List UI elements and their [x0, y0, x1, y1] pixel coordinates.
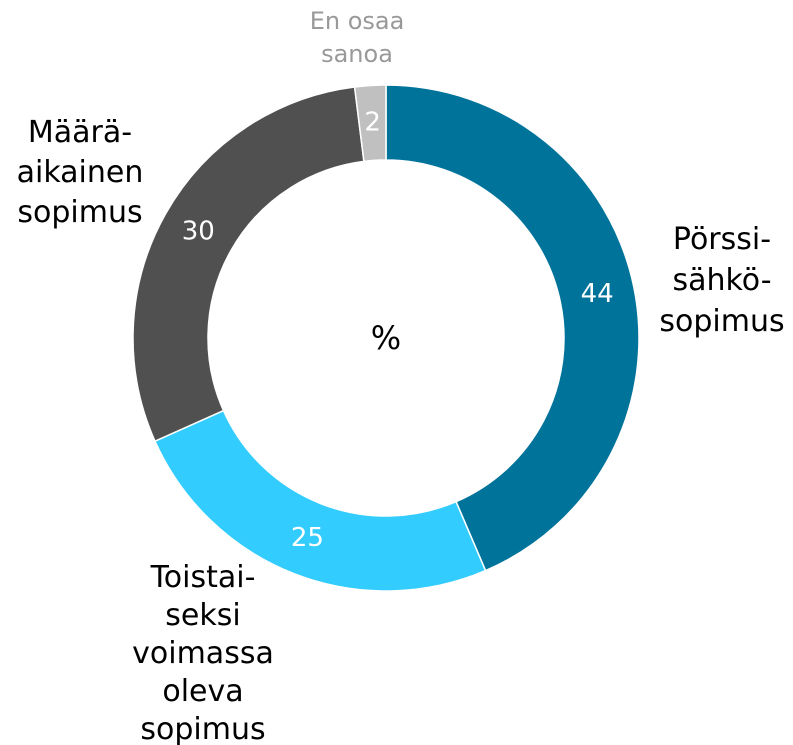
- category-label-line: sopimus: [140, 712, 265, 745]
- data-label: 30: [182, 217, 215, 247]
- donut-slice: [153, 409, 487, 592]
- donut-slice: [132, 86, 365, 443]
- donut-slice: [353, 84, 387, 163]
- donut-slice: [385, 84, 640, 572]
- category-label-line: sanoa: [321, 40, 393, 68]
- data-label: 2: [364, 107, 381, 137]
- category-label-line: sopimus: [17, 195, 142, 230]
- category-label: Toistai-seksi voimassa oleva sopimus: [132, 560, 274, 745]
- category-label-line: Määrä-: [28, 115, 132, 150]
- category-label-line: seksi: [165, 598, 240, 633]
- category-label-line: Pörssi-: [673, 222, 771, 257]
- category-label-line: Toistai-: [150, 560, 256, 595]
- data-label: 44: [581, 279, 614, 309]
- category-label-line: aikainen: [17, 155, 144, 190]
- center-label: %: [371, 319, 401, 357]
- category-label-line: oleva: [162, 674, 243, 709]
- category-label-line: En osaa: [310, 7, 405, 35]
- category-label: En osaa sanoa: [310, 7, 405, 68]
- category-label-line: voimassa: [132, 636, 274, 671]
- category-label-line: sähkö-: [672, 263, 771, 298]
- data-label: 25: [291, 523, 324, 553]
- category-label: Pörssi-sähkö-sopimus: [659, 222, 784, 339]
- category-label: Määrä-aikainen sopimus: [17, 115, 144, 230]
- category-label-line: sopimus: [659, 304, 784, 339]
